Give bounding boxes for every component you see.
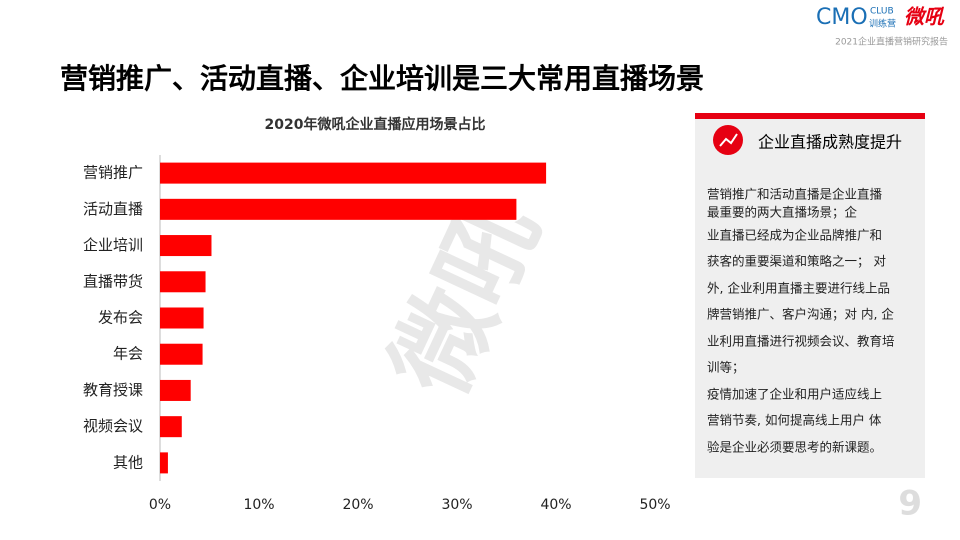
y-tick-label: 其他 xyxy=(113,453,143,471)
panel-text: 外, 企业利用直播主要进行线上品 xyxy=(707,281,890,296)
brand-logo: 微吼 xyxy=(904,5,945,29)
panel-text: 疫情加速了企业和用户适应线上 xyxy=(707,387,882,402)
x-tick-label: 40% xyxy=(540,497,571,513)
bar xyxy=(160,343,203,365)
panel xyxy=(695,113,925,478)
y-tick-label: 直播带货 xyxy=(83,272,143,290)
panel-text: 训等； xyxy=(707,360,745,375)
panel-text: 获客的重要渠道和策略之一； 对 xyxy=(707,254,886,269)
bar xyxy=(160,416,182,438)
logo-sub: 训练营 xyxy=(869,18,896,30)
panel-text: 业利用直播进行视频会议、教育培 xyxy=(707,334,895,349)
panel-accent xyxy=(695,113,925,119)
x-tick-label: 30% xyxy=(441,497,472,513)
x-tick-label: 0% xyxy=(149,497,171,513)
panel-text: 营销节奏, 如何提高线上用户 体 xyxy=(707,413,882,428)
page-number: 9 xyxy=(898,484,922,524)
y-tick-label: 年会 xyxy=(113,345,143,363)
x-tick-label: 10% xyxy=(243,497,274,513)
panel-text: 业直播已经成为企业品牌推广和 xyxy=(707,228,882,243)
y-tick-label: 营销推广 xyxy=(83,164,143,182)
panel-icon-glyph xyxy=(719,133,738,147)
y-tick-label: 活动直播 xyxy=(83,200,143,218)
panel-text: 营销推广和活动直播是企业直播 xyxy=(707,187,883,202)
x-tick-label: 50% xyxy=(639,497,670,513)
logo-main: CMO xyxy=(816,5,868,30)
panel-text: 验是企业必须要思考的新课题。 xyxy=(707,440,882,455)
panel-heading: 企业直播成熟度提升 xyxy=(758,133,902,152)
bar xyxy=(160,271,206,293)
y-tick-label: 视频会议 xyxy=(83,417,143,435)
bar xyxy=(160,452,168,474)
bar xyxy=(160,235,212,257)
y-tick-label: 发布会 xyxy=(98,309,143,327)
bar xyxy=(160,198,517,220)
bar xyxy=(160,379,191,401)
bar xyxy=(160,307,204,329)
slide-title: 营销推广、活动直播、企业培训是三大常用直播场景 xyxy=(60,62,704,95)
panel-text: 牌营销推广、客户沟通；对 内, 企 xyxy=(707,307,894,322)
y-tick-label: 企业培训 xyxy=(83,236,143,254)
panel-text: 最重要的两大直播场景；企 xyxy=(707,205,858,220)
y-tick-label: 教育授课 xyxy=(83,381,143,399)
report-name: 2021企业直播营销研究报告 xyxy=(835,36,948,48)
x-tick-label: 20% xyxy=(342,497,373,513)
bar xyxy=(160,162,547,184)
logo-club: CLUB xyxy=(870,7,894,17)
chart-title: 2020年微吼企业直播应用场景占比 xyxy=(265,116,486,133)
